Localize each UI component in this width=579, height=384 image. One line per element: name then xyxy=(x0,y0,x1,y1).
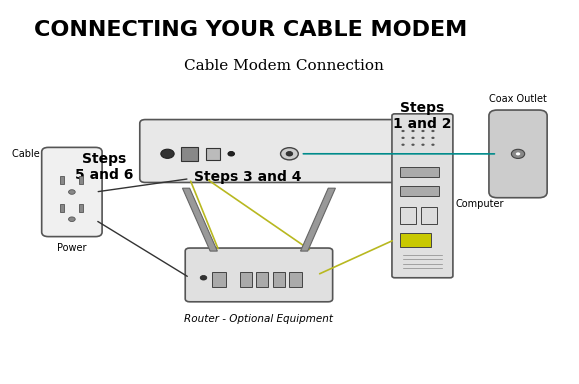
Circle shape xyxy=(68,217,75,222)
Circle shape xyxy=(411,137,415,139)
FancyBboxPatch shape xyxy=(256,272,268,287)
Text: CONNECTING YOUR CABLE MODEM: CONNECTING YOUR CABLE MODEM xyxy=(35,20,468,40)
Polygon shape xyxy=(182,188,217,251)
Circle shape xyxy=(68,190,75,194)
FancyBboxPatch shape xyxy=(79,204,83,212)
Text: Steps
1 and 2: Steps 1 and 2 xyxy=(393,101,452,131)
Circle shape xyxy=(511,149,525,159)
FancyBboxPatch shape xyxy=(400,207,416,224)
Circle shape xyxy=(161,149,174,158)
FancyBboxPatch shape xyxy=(422,207,437,224)
FancyBboxPatch shape xyxy=(240,272,252,287)
FancyBboxPatch shape xyxy=(392,114,453,278)
Circle shape xyxy=(431,144,435,146)
FancyBboxPatch shape xyxy=(185,248,333,302)
Circle shape xyxy=(286,152,293,156)
FancyBboxPatch shape xyxy=(181,147,198,161)
Text: Computer: Computer xyxy=(456,199,504,209)
Circle shape xyxy=(411,130,415,132)
Circle shape xyxy=(401,144,405,146)
FancyBboxPatch shape xyxy=(79,175,83,184)
FancyBboxPatch shape xyxy=(273,272,285,287)
Circle shape xyxy=(422,137,424,139)
FancyBboxPatch shape xyxy=(400,167,439,177)
Polygon shape xyxy=(301,188,335,251)
Circle shape xyxy=(228,152,234,156)
Circle shape xyxy=(401,130,405,132)
Circle shape xyxy=(401,137,405,139)
FancyBboxPatch shape xyxy=(400,186,439,196)
Circle shape xyxy=(422,144,424,146)
FancyBboxPatch shape xyxy=(489,110,547,198)
FancyBboxPatch shape xyxy=(42,147,102,237)
Circle shape xyxy=(422,130,424,132)
FancyBboxPatch shape xyxy=(290,272,302,287)
Circle shape xyxy=(431,137,435,139)
FancyBboxPatch shape xyxy=(60,175,64,184)
Circle shape xyxy=(281,148,298,160)
Text: Cable Modem: Cable Modem xyxy=(12,149,79,159)
Circle shape xyxy=(411,144,415,146)
Text: Steps
5 and 6: Steps 5 and 6 xyxy=(75,152,133,182)
Circle shape xyxy=(516,152,521,156)
FancyBboxPatch shape xyxy=(206,148,220,159)
Text: Cable Modem Connection: Cable Modem Connection xyxy=(184,59,384,73)
FancyBboxPatch shape xyxy=(60,204,64,212)
Circle shape xyxy=(200,275,207,280)
Circle shape xyxy=(431,130,435,132)
FancyBboxPatch shape xyxy=(400,233,431,247)
FancyBboxPatch shape xyxy=(140,119,406,182)
Text: Power: Power xyxy=(57,243,87,253)
FancyBboxPatch shape xyxy=(212,272,226,287)
Text: Steps 3 and 4: Steps 3 and 4 xyxy=(194,170,302,184)
Text: Router - Optional Equipment: Router - Optional Equipment xyxy=(185,314,334,324)
Text: Coax Outlet: Coax Outlet xyxy=(489,94,547,104)
